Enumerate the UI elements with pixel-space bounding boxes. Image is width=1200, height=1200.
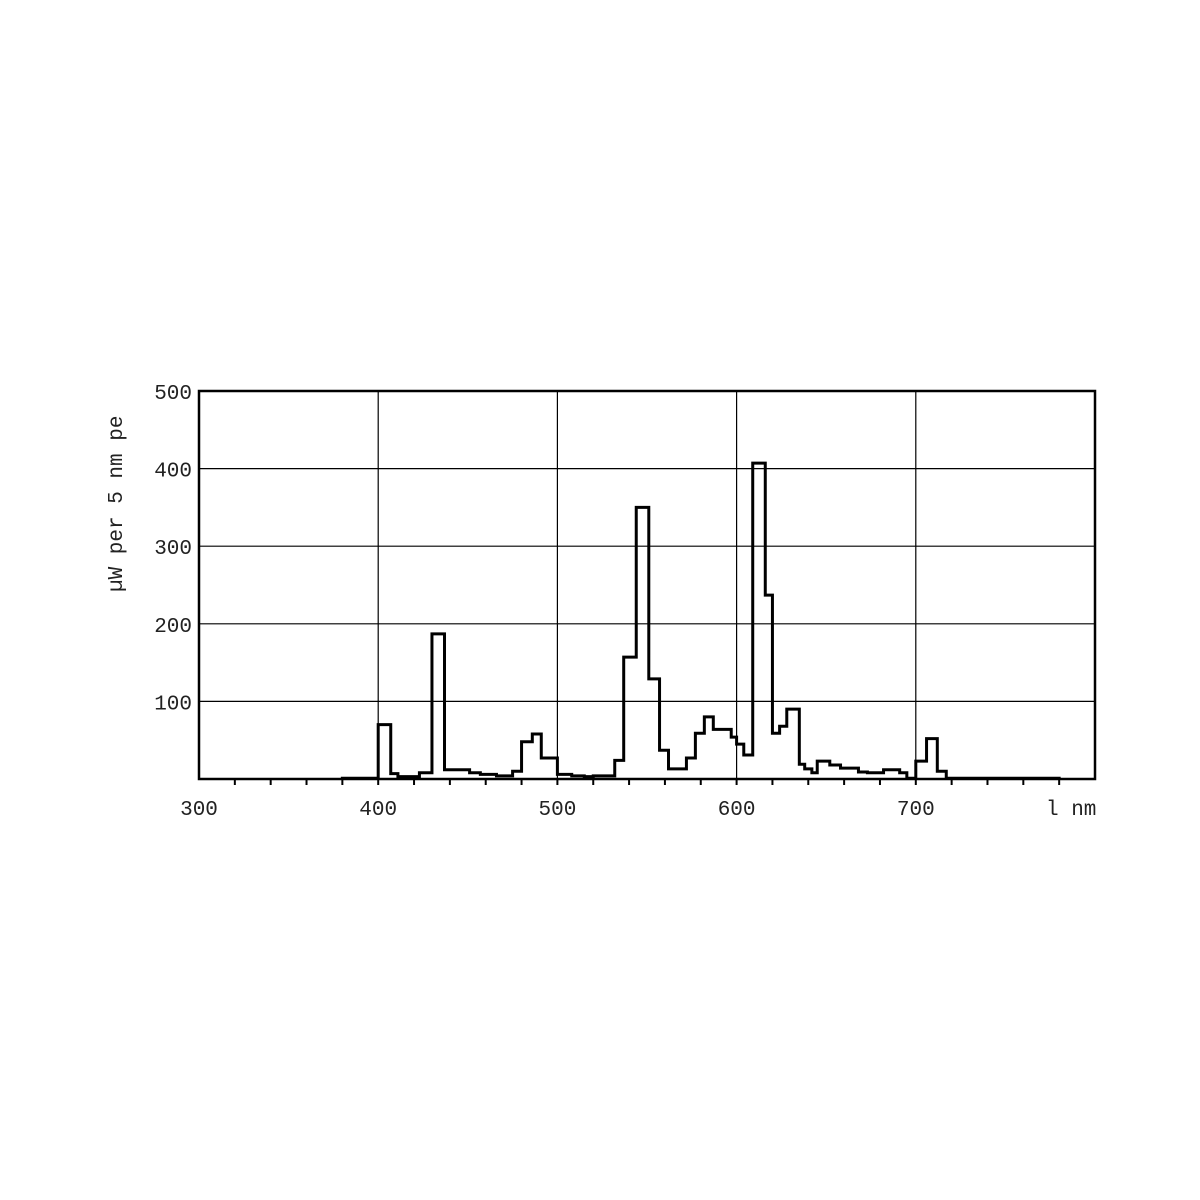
y-tick-label: 200 [154,616,192,639]
x-axis-label: l nm [1046,799,1096,822]
y-axis-label: µW per 5 nm pe [106,416,129,592]
y-tick-label: 300 [154,538,192,561]
y-tick-label: 500 [154,383,192,406]
grid [199,391,1095,779]
y-tick-label: 400 [154,461,192,484]
y-tick-label: 100 [154,693,192,716]
x-tick-label: 600 [718,799,756,822]
x-tick-label: 500 [538,799,576,822]
plot-frame [197,389,1097,781]
ticks: 300 400 500 600 700 100 200 300 400 500 [154,383,1061,822]
x-tick-label: 700 [897,799,935,822]
spectrum-series-line [340,461,1061,780]
x-tick-label: 300 [180,799,218,822]
x-tick-label: 400 [359,799,397,822]
